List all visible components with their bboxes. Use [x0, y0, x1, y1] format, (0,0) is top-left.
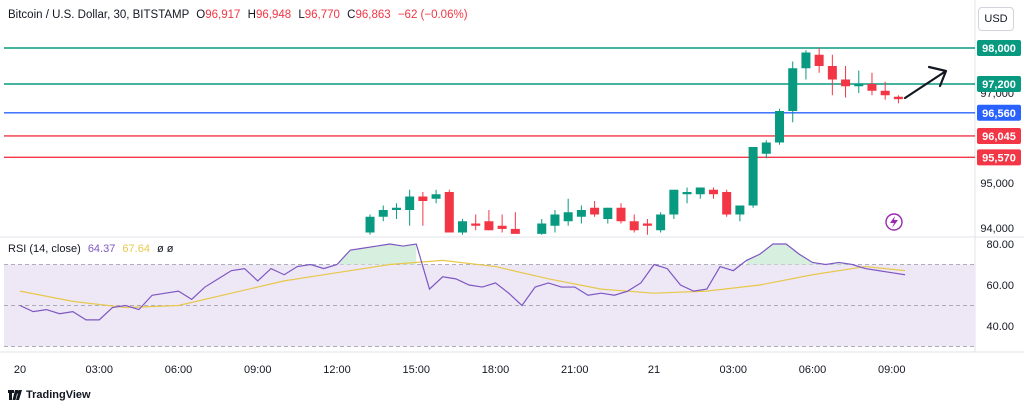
- candle-body: [761, 142, 771, 154]
- candle-body: [550, 214, 560, 226]
- candle-body: [537, 223, 547, 234]
- time-tick-label: 03:00: [720, 364, 748, 376]
- candle-body: [814, 54, 824, 66]
- candle-body: [418, 196, 428, 201]
- time-tick-label: 09:00: [244, 364, 272, 376]
- candle-body: [682, 192, 692, 195]
- candle-body: [695, 187, 705, 195]
- time-tick-label: 18:00: [482, 364, 510, 376]
- tradingview-logo-icon: [8, 390, 22, 400]
- candle-body: [576, 210, 586, 217]
- rsi-overbought-fill: [337, 244, 417, 265]
- price-level-label: 96,045: [982, 131, 1016, 143]
- candle-body: [510, 228, 520, 234]
- candle-body: [880, 90, 890, 96]
- rsi-value: 64.37: [87, 243, 116, 255]
- candle-body: [854, 84, 864, 87]
- rsi-extra-values: ø ø: [157, 243, 174, 255]
- time-tick-label: 21:00: [561, 364, 589, 376]
- high-value: 96,948: [255, 9, 292, 21]
- candle-body: [590, 207, 600, 215]
- candle-body: [735, 205, 745, 215]
- time-tick-label: 03:00: [85, 364, 113, 376]
- price-level-badge: [977, 149, 1021, 166]
- candle-body: [722, 192, 732, 215]
- price-level-label: 95,570: [982, 152, 1016, 164]
- candle-body: [458, 221, 467, 233]
- price-tick-label: 94,000: [980, 223, 1014, 235]
- trend-arrow-icon: [903, 65, 948, 100]
- currency-button[interactable]: USD: [978, 7, 1014, 31]
- candle-body: [616, 207, 626, 222]
- price-tick-label: 95,000: [980, 178, 1014, 190]
- rsi-tick-label: 60.00: [986, 280, 1014, 292]
- candle-body: [431, 194, 441, 199]
- rsi-ma-value: 67.64: [122, 243, 150, 255]
- lightning-bolt-icon: [890, 216, 898, 228]
- rsi-title: RSI (14, close): [8, 243, 81, 255]
- tradingview-logo[interactable]: TradingView: [8, 389, 91, 401]
- candle-body: [405, 196, 415, 210]
- time-tick-label: 06:00: [165, 364, 193, 376]
- candle-body: [775, 111, 785, 143]
- price-level-label: 96,560: [982, 108, 1016, 120]
- candle-body: [629, 221, 639, 231]
- close-key: C: [347, 9, 356, 21]
- price-level-label: 97,200: [982, 79, 1016, 91]
- candle-body: [841, 79, 851, 87]
- high-key: H: [247, 9, 256, 21]
- time-tick-label: 12:00: [323, 364, 351, 376]
- time-tick-label: 09:00: [878, 364, 906, 376]
- close-value: 96,863: [355, 9, 391, 21]
- candle-body: [471, 223, 481, 226]
- candle-body: [748, 147, 758, 206]
- rsi-tick-label: 80.00: [986, 239, 1014, 251]
- candle-body: [378, 210, 388, 217]
- open-value: 96,917: [205, 9, 241, 21]
- price-level-label: 98,000: [982, 43, 1016, 55]
- candle-body: [788, 68, 798, 111]
- rsi-line: [19, 243, 906, 321]
- candle-body: [365, 216, 375, 233]
- candle-body: [497, 225, 507, 229]
- candle-body: [484, 221, 494, 231]
- tradingview-brand: TradingView: [26, 389, 91, 401]
- candle-body: [669, 189, 679, 215]
- rsi-legend: RSI (14, close) 64.37 67.64 ø ø: [8, 243, 174, 255]
- time-tick-label: 06:00: [799, 364, 827, 376]
- symbol-title: Bitcoin / U.S. Dollar, 30, BITSTAMP: [8, 9, 190, 21]
- open-key: O: [196, 9, 206, 21]
- price-level-badge: [977, 127, 1021, 144]
- price-level-badge: [977, 104, 1021, 121]
- candle-body: [603, 207, 613, 219]
- price-level-badge: [977, 76, 1021, 92]
- price-level-badge: [977, 40, 1021, 56]
- time-tick-label: 21: [648, 364, 660, 376]
- candle-body: [391, 207, 401, 210]
- change-value: −62 (−0.06%): [397, 9, 468, 21]
- time-tick-label: 20: [14, 364, 26, 376]
- rsi-ma-line: [19, 259, 906, 309]
- rsi-tick-label: 40.00: [986, 321, 1014, 333]
- candle-body: [708, 189, 718, 195]
- low-key: L: [298, 9, 305, 21]
- symbol-header: Bitcoin / U.S. Dollar, 30, BITSTAMP O96,…: [8, 9, 468, 21]
- candle-body: [893, 96, 903, 100]
- low-value: 96,770: [304, 9, 340, 21]
- lightning-badge-icon[interactable]: [885, 213, 903, 231]
- candle-body: [656, 214, 666, 231]
- candle-body: [642, 223, 652, 226]
- time-tick-label: 15:00: [403, 364, 431, 376]
- candle-body: [801, 52, 811, 69]
- candle-body: [563, 212, 573, 222]
- candle-body: [444, 192, 454, 233]
- candle-body: [827, 66, 837, 80]
- candle-body: [867, 84, 877, 91]
